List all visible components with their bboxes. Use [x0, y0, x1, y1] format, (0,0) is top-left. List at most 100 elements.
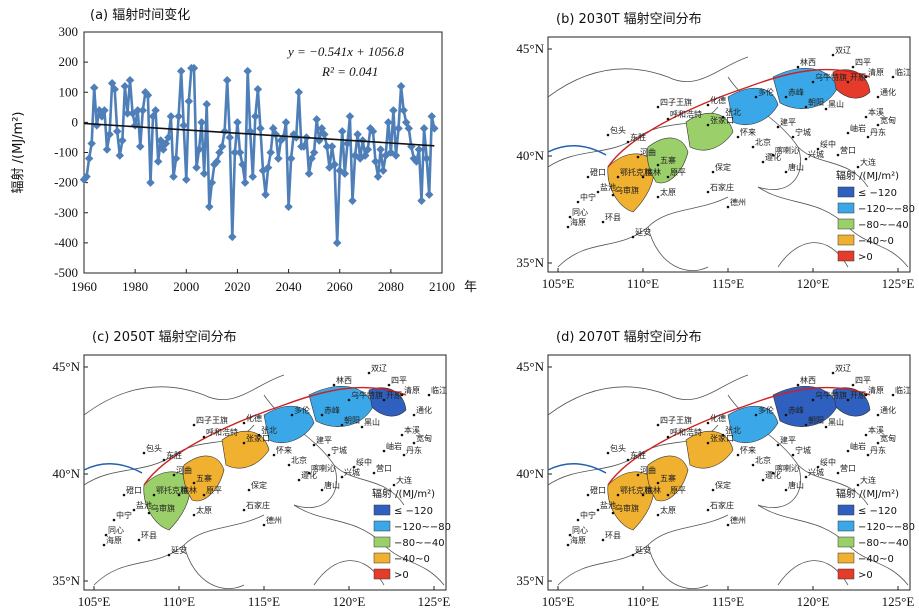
city-dot: [412, 413, 416, 417]
city-dot: [864, 75, 868, 79]
study-region: [607, 385, 871, 531]
map-legend: 辐射 /(MJ/m²) ≤ −120 −120~−80 −80~−40 −40~0 >0: [836, 169, 915, 263]
city-label: 乌审旗: [615, 503, 639, 513]
city-dot: [596, 508, 600, 512]
city-label: 唐山: [324, 480, 340, 490]
city-dot: [706, 123, 710, 127]
city-label: 保定: [715, 480, 731, 490]
city-dot: [784, 413, 788, 417]
city-dot: [666, 493, 670, 497]
city-label: 四子王旗: [196, 415, 228, 425]
city-label: 喀喇沁: [311, 463, 335, 473]
city-label: 太原: [660, 505, 676, 515]
legend-swatch: [837, 520, 855, 532]
city-label: 通化: [416, 405, 432, 415]
lat-tick-label: 35°N: [516, 255, 544, 270]
city-label: 河曲: [176, 465, 192, 475]
lat-tick-label: 45°N: [516, 41, 544, 56]
data-point: [123, 109, 132, 118]
city-label: 清原: [868, 385, 884, 395]
city-label: 包头: [146, 443, 162, 453]
data-point: [194, 145, 204, 154]
data-point: [286, 154, 296, 163]
city-label: 化德: [246, 413, 262, 423]
city-label: 兴城: [808, 468, 824, 477]
x-tick-label: 1960: [71, 279, 97, 294]
city-dot: [804, 423, 808, 427]
legend-swatch: [837, 504, 855, 516]
city-label: 通化: [880, 87, 896, 97]
city-dot: [761, 478, 765, 482]
region-zone: [832, 69, 871, 99]
city-label: 原平: [206, 486, 222, 495]
province-border: [777, 560, 849, 586]
city-dot: [656, 423, 660, 427]
data-point: [184, 97, 194, 106]
city-label: 丹东: [406, 445, 422, 455]
legend-label: ≤ −120: [858, 506, 897, 517]
data-point: [394, 124, 403, 133]
data-point: [169, 172, 178, 181]
city-dot: [656, 481, 660, 485]
city-dot: [804, 157, 808, 161]
data-point: [164, 133, 173, 142]
city-label: 延安: [171, 545, 187, 555]
lon-tick-label: 125°E: [882, 594, 915, 609]
data-point: [414, 145, 424, 154]
data-point: [243, 66, 252, 76]
data-point: [212, 157, 222, 166]
city-label: 遵化: [765, 470, 781, 480]
city-label: 四子王旗: [660, 97, 692, 107]
city-label: 朝阳: [344, 416, 360, 425]
map-frame: [547, 354, 911, 591]
city-dot: [804, 475, 808, 479]
data-point: [118, 136, 127, 145]
city-dot: [706, 421, 710, 425]
data-point: [422, 154, 431, 163]
city-label: 化德: [710, 413, 726, 423]
city-dot: [804, 105, 808, 109]
lon-tick-label: 115°E: [248, 594, 280, 609]
city-label: 绥中: [820, 457, 836, 467]
city-dot: [400, 433, 404, 437]
city-label: 岫岩: [850, 441, 866, 451]
city-label: 本溪: [868, 107, 884, 117]
city-label: 四平: [855, 376, 871, 385]
city-label: 赤峰: [788, 405, 804, 415]
legend-label: −120~−80: [394, 522, 451, 533]
legend-label: −40~0: [394, 554, 430, 565]
data-point: [396, 81, 406, 91]
city-dot: [824, 107, 828, 111]
city-label: 宁城: [331, 445, 347, 455]
region-zone: [685, 431, 734, 469]
x-tick-label: 2080: [378, 279, 404, 294]
city-dot: [721, 433, 725, 437]
data-point: [401, 118, 411, 127]
city-dot: [387, 383, 391, 387]
data-point: [343, 139, 352, 148]
x-tick-label: 2040: [276, 279, 302, 294]
city-label: 赤峰: [324, 405, 340, 415]
city-dot: [751, 463, 755, 467]
data-point: [82, 172, 91, 181]
lat-tick-label: 40°N: [516, 148, 544, 163]
x-axis-label: 年: [464, 280, 477, 295]
city-dot: [272, 453, 276, 457]
data-point: [138, 106, 148, 115]
city-dot: [112, 518, 116, 522]
x-tick-label: 2060: [327, 279, 353, 294]
city-label: 东胜: [630, 450, 646, 460]
city-label: 张家口: [710, 433, 734, 443]
city-label: 宁城: [795, 445, 811, 455]
city-label: 榆林: [645, 167, 661, 177]
city-label: 五寨: [196, 473, 212, 483]
city-dot: [427, 393, 431, 397]
city-dot: [761, 160, 765, 164]
legend-label: ≤ −120: [394, 506, 433, 517]
city-dot: [257, 433, 261, 437]
legend-swatch: [837, 536, 855, 548]
data-point: [197, 118, 206, 127]
city-label: 宽甸: [880, 433, 896, 443]
